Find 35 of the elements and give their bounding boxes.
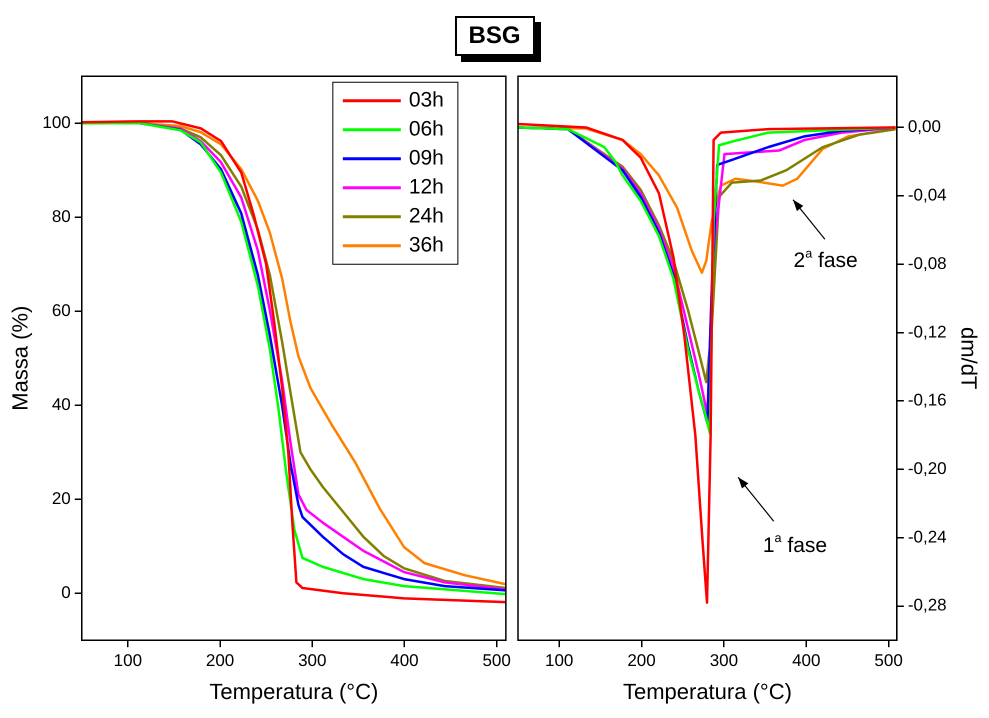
x-tick-label: 400	[792, 651, 820, 670]
x-tick-label: 200	[627, 651, 656, 670]
legend-label: 24h	[408, 204, 444, 228]
y2-tick-label: -0,16	[908, 390, 947, 410]
chart-title: BSG	[454, 16, 535, 56]
legend-label: 06h	[408, 117, 444, 140]
x-tick-label: 400	[390, 651, 419, 670]
x-tick-label: 300	[710, 651, 738, 670]
y2-tick-label: -0,04	[908, 186, 947, 205]
x-tick-label: 500	[482, 651, 511, 670]
y-tick-label: 20	[52, 488, 71, 508]
x-tick-label: 100	[544, 651, 574, 670]
y-axis-title: Massa (%)	[7, 306, 32, 411]
y-tick-label: 40	[52, 394, 71, 414]
legend-label: 12h	[408, 175, 444, 198]
legend-label: 03h	[408, 88, 444, 112]
y2-axis-title: dm/dT	[956, 327, 982, 390]
x-tick-label: 500	[874, 651, 903, 670]
x-tick-label: 200	[206, 651, 234, 670]
y2-tick-label: -0,24	[908, 527, 947, 546]
y2-tick-label: -0,08	[908, 254, 947, 273]
x-axis-title: Temperatura (°C)	[209, 678, 378, 704]
y2-tick-label: -0,28	[908, 596, 947, 615]
x-axis-title: Temperatura (°C)	[622, 678, 792, 704]
legend-label: 09h	[408, 146, 444, 170]
x-tick-label: 300	[298, 651, 326, 670]
y2-tick-label: -0,12	[908, 322, 947, 342]
y-tick-label: 80	[52, 206, 71, 226]
legend-label: 36h	[408, 233, 444, 256]
y-tick-label: 0	[61, 582, 71, 602]
y-tick-label: 100	[42, 112, 71, 132]
y2-tick-label: 0,00	[908, 117, 941, 136]
y2-tick-label: -0,20	[908, 458, 947, 478]
x-tick-label: 100	[114, 651, 142, 670]
y-tick-label: 60	[52, 300, 71, 320]
